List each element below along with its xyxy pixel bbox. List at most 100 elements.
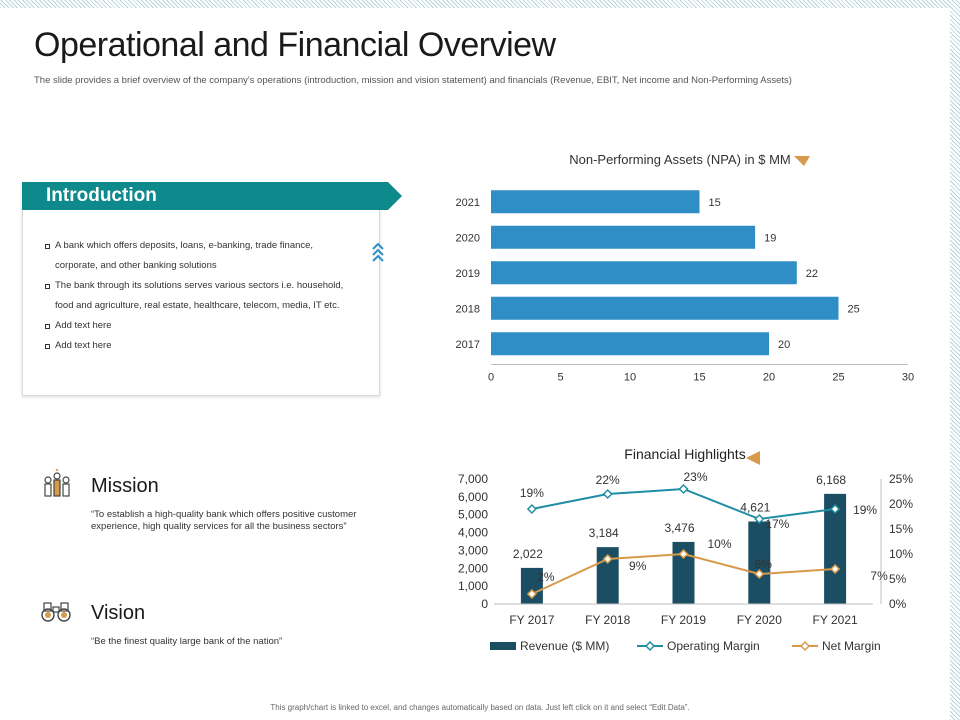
- chart-title: Financial Highlights: [624, 446, 745, 462]
- legend-net-marker: [799, 640, 811, 652]
- chart-title: Non-Performing Assets (NPA) in $ MM: [569, 152, 791, 167]
- binoculars-icon: [41, 602, 71, 622]
- data-label: 20: [778, 339, 790, 351]
- y-right-tick-label: 15%: [889, 522, 913, 536]
- operating-margin-data-label: 22%: [596, 473, 620, 487]
- mission-text: “To establish a high-quality bank which …: [91, 509, 357, 532]
- revenue-data-label: 3,476: [664, 521, 694, 535]
- page-subtitle: The slide provides a brief overview of t…: [34, 75, 792, 86]
- y-tick-label: 2017: [456, 339, 480, 351]
- net-margin-point: [526, 588, 537, 600]
- y-tick-label: 2020: [456, 232, 480, 244]
- x-tick-label: 15: [693, 372, 705, 384]
- title-accent-icon: [746, 451, 760, 465]
- vision-text: “Be the finest quality large bank of the…: [91, 636, 283, 647]
- operating-margin-point: [830, 503, 841, 515]
- net-margin-data-label: 6%: [755, 557, 773, 571]
- introduction-list: A bank which offers deposits, loans, e-b…: [44, 236, 344, 356]
- operating-margin-point: [754, 513, 765, 525]
- y-left-tick-label: 7,000: [458, 472, 488, 486]
- x-tick-label: 30: [902, 372, 914, 384]
- x-tick-label: 20: [763, 372, 775, 384]
- x-tick-label: FY 2020: [737, 613, 782, 627]
- x-tick-label: 5: [557, 372, 563, 384]
- operating-margin-data-label: 23%: [683, 470, 707, 484]
- legend-revenue-label: Revenue ($ MM): [520, 639, 609, 653]
- x-tick-label: FY 2021: [813, 613, 858, 627]
- operating-margin-data-label: 19%: [853, 503, 877, 517]
- y-right-tick-label: 5%: [889, 572, 907, 586]
- y-right-tick-label: 0%: [889, 597, 907, 611]
- page-title: Operational and Financial Overview: [34, 26, 556, 64]
- legend-net-label: Net Margin: [822, 639, 881, 653]
- net-margin-point: [678, 548, 689, 560]
- legend-revenue-swatch: [490, 642, 516, 650]
- revenue-data-label: 3,184: [589, 526, 619, 540]
- revenue-data-label: 6,168: [816, 473, 846, 487]
- list-item: The bank through its solutions serves va…: [44, 276, 344, 316]
- legend-operating-label: Operating Margin: [667, 639, 760, 653]
- introduction-banner: [22, 182, 402, 210]
- y-left-tick-label: 0: [481, 597, 488, 611]
- footer-note: This graph/chart is linked to excel, and…: [270, 703, 690, 712]
- x-tick-label: 25: [832, 372, 844, 384]
- list-item: A bank which offers deposits, loans, e-b…: [44, 236, 344, 276]
- mission-heading: Mission: [91, 475, 159, 497]
- financial-highlights-chart: Financial Highlights 0 1,000 2,000 3,000 4,00…: [458, 446, 913, 653]
- npa-bar: [491, 225, 756, 249]
- y-right-tick-label: 25%: [889, 472, 913, 486]
- y-right-tick-label: 10%: [889, 547, 913, 561]
- revenue-data-label: 2,022: [513, 547, 543, 561]
- net-margin-data-label: 9%: [629, 559, 647, 573]
- x-tick-label: 0: [488, 372, 494, 384]
- y-left-tick-label: 1,000: [458, 579, 488, 593]
- title-accent-icon: [794, 156, 810, 166]
- data-label: 25: [848, 303, 860, 315]
- y-left-tick-label: 2,000: [458, 561, 488, 575]
- decorative-border-right: [950, 0, 960, 720]
- y-left-tick-label: 4,000: [458, 526, 488, 540]
- operating-margin-data-label: 17%: [765, 517, 789, 531]
- list-item: Add text here: [44, 316, 344, 336]
- introduction-heading: Introduction: [46, 185, 157, 206]
- revenue-bar: [824, 493, 847, 604]
- npa-bar: [491, 332, 769, 356]
- net-margin-point: [830, 563, 841, 575]
- npa-bar: [491, 190, 700, 214]
- y-left-tick-label: 6,000: [458, 490, 488, 504]
- data-label: 19: [764, 232, 776, 244]
- revenue-bar: [520, 567, 543, 604]
- introduction-card: [22, 184, 380, 396]
- net-margin-data-label: 7%: [870, 569, 888, 583]
- x-tick-label: FY 2019: [661, 613, 706, 627]
- data-label: 22: [806, 268, 818, 280]
- vision-heading: Vision: [91, 602, 146, 624]
- x-tick-label: FY 2018: [585, 613, 630, 627]
- net-margin-point: [602, 553, 613, 565]
- x-tick-label: 10: [624, 372, 636, 384]
- operating-margin-point: [526, 503, 537, 515]
- y-left-tick-label: 3,000: [458, 543, 488, 557]
- operating-margin-point: [602, 488, 613, 500]
- legend-operating-marker: [644, 640, 656, 652]
- y-tick-label: 2018: [456, 303, 480, 315]
- npa-bar: [491, 296, 839, 320]
- operating-margin-point: [678, 483, 689, 495]
- data-label: 15: [709, 197, 721, 209]
- decorative-border-top: [0, 0, 960, 8]
- revenue-data-label: 4,621: [740, 500, 770, 514]
- npa-bar-chart: Non-Performing Assets (NPA) in $ MM 2021 1…: [456, 152, 915, 384]
- y-left-tick-label: 5,000: [458, 508, 488, 522]
- y-tick-label: 2019: [456, 268, 480, 280]
- y-right-tick-label: 20%: [889, 497, 913, 511]
- net-margin-point: [754, 568, 765, 580]
- x-tick-label: FY 2017: [509, 613, 554, 627]
- revenue-bar: [748, 521, 771, 604]
- team-icon: [44, 468, 70, 497]
- net-margin-data-label: 10%: [707, 537, 731, 551]
- operating-margin-data-label: 19%: [520, 486, 544, 500]
- chevron-up-icon[interactable]: [372, 242, 384, 264]
- list-item: Add text here: [44, 336, 344, 356]
- net-margin-data-label: 2%: [537, 570, 555, 584]
- y-tick-label: 2021: [456, 197, 480, 209]
